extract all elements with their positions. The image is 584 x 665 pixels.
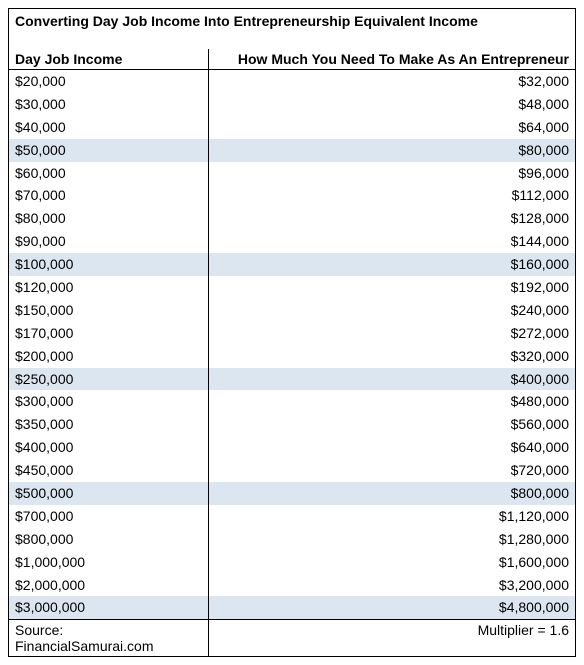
cell-entrepreneur-income: $272,000 — [209, 322, 575, 345]
table-row: $250,000$400,000 — [9, 368, 575, 391]
cell-day-job-income: $1,000,000 — [9, 551, 209, 574]
table-row: $300,000$480,000 — [9, 390, 575, 413]
cell-day-job-income: $40,000 — [9, 116, 209, 139]
cell-day-job-income: $30,000 — [9, 93, 209, 116]
table-row: $350,000$560,000 — [9, 413, 575, 436]
table-row: $500,000$800,000 — [9, 482, 575, 505]
cell-entrepreneur-income: $48,000 — [209, 93, 575, 116]
cell-day-job-income: $350,000 — [9, 413, 209, 436]
cell-entrepreneur-income: $480,000 — [209, 390, 575, 413]
cell-day-job-income: $500,000 — [9, 482, 209, 505]
cell-entrepreneur-income: $1,120,000 — [209, 505, 575, 528]
table-row: $400,000$640,000 — [9, 436, 575, 459]
footer-multiplier: Multiplier = 1.6 — [209, 620, 575, 656]
cell-day-job-income: $70,000 — [9, 184, 209, 207]
table-row: $70,000$112,000 — [9, 184, 575, 207]
header-right: How Much You Need To Make As An Entrepre… — [209, 49, 575, 69]
cell-entrepreneur-income: $800,000 — [209, 482, 575, 505]
cell-day-job-income: $3,000,000 — [9, 596, 209, 619]
table-header: Day Job Income How Much You Need To Make… — [9, 49, 575, 70]
cell-entrepreneur-income: $1,280,000 — [209, 528, 575, 551]
cell-entrepreneur-income: $64,000 — [209, 116, 575, 139]
table-row: $80,000$128,000 — [9, 207, 575, 230]
cell-day-job-income: $60,000 — [9, 162, 209, 185]
income-conversion-table: Converting Day Job Income Into Entrepren… — [8, 8, 576, 657]
table-row: $120,000$192,000 — [9, 276, 575, 299]
cell-entrepreneur-income: $240,000 — [209, 299, 575, 322]
header-left: Day Job Income — [9, 49, 209, 69]
cell-day-job-income: $80,000 — [9, 207, 209, 230]
cell-entrepreneur-income: $320,000 — [209, 345, 575, 368]
table-row: $1,000,000$1,600,000 — [9, 551, 575, 574]
cell-entrepreneur-income: $560,000 — [209, 413, 575, 436]
cell-day-job-income: $450,000 — [9, 459, 209, 482]
table-row: $3,000,000$4,800,000 — [9, 596, 575, 619]
table-row: $170,000$272,000 — [9, 322, 575, 345]
cell-entrepreneur-income: $192,000 — [209, 276, 575, 299]
table-row: $30,000$48,000 — [9, 93, 575, 116]
cell-entrepreneur-income: $640,000 — [209, 436, 575, 459]
table-row: $200,000$320,000 — [9, 345, 575, 368]
table-row: $90,000$144,000 — [9, 230, 575, 253]
cell-entrepreneur-income: $4,800,000 — [209, 596, 575, 619]
cell-entrepreneur-income: $720,000 — [209, 459, 575, 482]
cell-entrepreneur-income: $32,000 — [209, 70, 575, 93]
cell-entrepreneur-income: $160,000 — [209, 253, 575, 276]
cell-entrepreneur-income: $96,000 — [209, 162, 575, 185]
cell-entrepreneur-income: $80,000 — [209, 139, 575, 162]
cell-day-job-income: $50,000 — [9, 139, 209, 162]
cell-day-job-income: $90,000 — [9, 230, 209, 253]
table-row: $50,000$80,000 — [9, 139, 575, 162]
table-row: $150,000$240,000 — [9, 299, 575, 322]
cell-day-job-income: $170,000 — [9, 322, 209, 345]
cell-entrepreneur-income: $3,200,000 — [209, 574, 575, 597]
table-row: $100,000$160,000 — [9, 253, 575, 276]
table-body: $20,000$32,000$30,000$48,000$40,000$64,0… — [9, 70, 575, 619]
cell-entrepreneur-income: $144,000 — [209, 230, 575, 253]
spacer — [9, 31, 575, 49]
cell-day-job-income: $300,000 — [9, 390, 209, 413]
cell-entrepreneur-income: $400,000 — [209, 368, 575, 391]
cell-day-job-income: $120,000 — [9, 276, 209, 299]
cell-entrepreneur-income: $112,000 — [209, 184, 575, 207]
cell-entrepreneur-income: $128,000 — [209, 207, 575, 230]
table-row: $2,000,000$3,200,000 — [9, 574, 575, 597]
cell-day-job-income: $200,000 — [9, 345, 209, 368]
cell-day-job-income: $700,000 — [9, 505, 209, 528]
table-title: Converting Day Job Income Into Entrepren… — [9, 9, 575, 31]
footer-source: Source: FinancialSamurai.com — [9, 620, 209, 656]
table-row: $20,000$32,000 — [9, 70, 575, 93]
cell-day-job-income: $20,000 — [9, 70, 209, 93]
cell-day-job-income: $250,000 — [9, 368, 209, 391]
cell-day-job-income: $150,000 — [9, 299, 209, 322]
table-row: $40,000$64,000 — [9, 116, 575, 139]
table-row: $700,000$1,120,000 — [9, 505, 575, 528]
table-footer: Source: FinancialSamurai.com Multiplier … — [9, 619, 575, 656]
cell-day-job-income: $100,000 — [9, 253, 209, 276]
cell-day-job-income: $800,000 — [9, 528, 209, 551]
table-row: $60,000$96,000 — [9, 162, 575, 185]
cell-day-job-income: $400,000 — [9, 436, 209, 459]
cell-entrepreneur-income: $1,600,000 — [209, 551, 575, 574]
table-row: $800,000$1,280,000 — [9, 528, 575, 551]
cell-day-job-income: $2,000,000 — [9, 574, 209, 597]
table-row: $450,000$720,000 — [9, 459, 575, 482]
